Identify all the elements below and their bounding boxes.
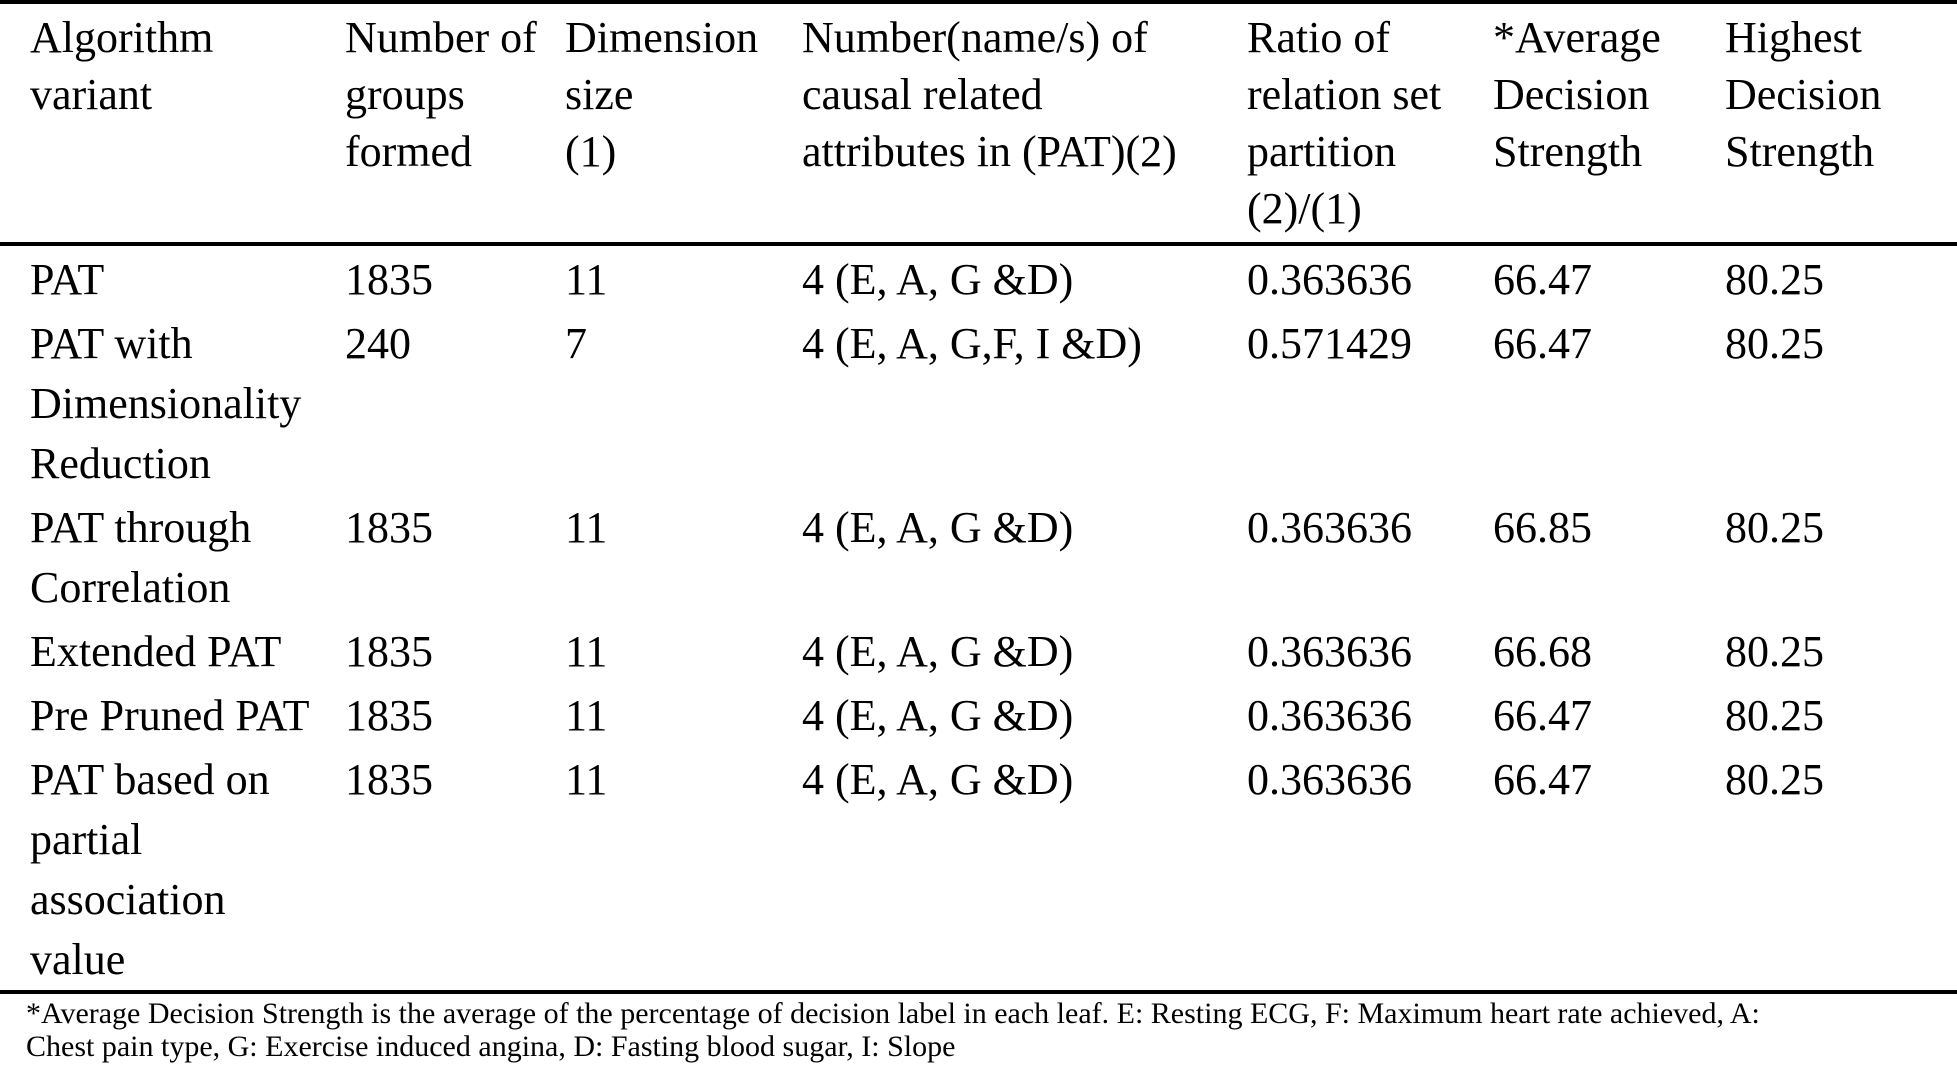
cell-variant: PAT with Dimensionality Reduction xyxy=(30,319,302,488)
cell-groups-formed: 1835 xyxy=(345,503,433,552)
cell-causal-attributes: 4 (E, A, G &D) xyxy=(802,627,1074,676)
table-row-pat-dimensionality-reduction: PAT with Dimensionality Reduction 240 7 … xyxy=(0,310,1957,494)
cell-variant: Pre Pruned PAT xyxy=(30,691,310,740)
cell-ratio: 0.363636 xyxy=(1247,627,1412,676)
table-row-pre-pruned-pat: Pre Pruned PAT 1835 11 4 (E, A, G &D) 0.… xyxy=(0,682,1957,746)
cell-causal-attributes: 4 (E, A, G,F, I &D) xyxy=(802,319,1142,368)
cell-groups-formed: 1835 xyxy=(345,627,433,676)
cell-causal-attributes: 4 (E, A, G &D) xyxy=(802,755,1074,804)
cell-causal-attributes: 4 (E, A, G &D) xyxy=(802,255,1074,304)
cell-variant: PAT xyxy=(30,255,105,304)
table-footnote: *Average Decision Strength is the averag… xyxy=(26,997,1760,1063)
cell-highest-decision-strength: 80.25 xyxy=(1725,319,1824,368)
column-header-algorithm-variant: Algorithm variant xyxy=(0,4,345,246)
header-row: Algorithm variant Number of groups forme… xyxy=(0,4,1957,246)
cell-dimension-size: 11 xyxy=(565,627,608,676)
cell-dimension-size: 11 xyxy=(565,255,608,304)
cell-causal-attributes: 4 (E, A, G &D) xyxy=(802,691,1074,740)
cell-groups-formed: 1835 xyxy=(345,255,433,304)
cell-dimension-size: 7 xyxy=(565,319,587,368)
column-header-groups-formed: Number of groups formed xyxy=(345,4,565,246)
column-header-dimension-size: Dimension size (1) xyxy=(565,4,802,246)
table-row-extended-pat: Extended PAT 1835 11 4 (E, A, G &D) 0.36… xyxy=(0,618,1957,682)
table-row-pat: PAT 1835 11 4 (E, A, G &D) 0.363636 66.4… xyxy=(0,244,1957,310)
table-row-pat-through-correlation: PAT through Correlation 1835 11 4 (E, A,… xyxy=(0,494,1957,618)
bottom-rule xyxy=(0,990,1957,994)
cell-highest-decision-strength: 80.25 xyxy=(1725,503,1824,552)
cell-highest-decision-strength: 80.25 xyxy=(1725,627,1824,676)
column-header-highest-decision-strength: Highest Decision Strength xyxy=(1725,4,1957,246)
cell-average-decision-strength: 66.68 xyxy=(1493,627,1592,676)
cell-average-decision-strength: 66.47 xyxy=(1493,255,1592,304)
cell-causal-attributes: 4 (E, A, G &D) xyxy=(802,503,1074,552)
cell-ratio: 0.363636 xyxy=(1247,255,1412,304)
cell-ratio: 0.363636 xyxy=(1247,691,1412,740)
cell-highest-decision-strength: 80.25 xyxy=(1725,691,1824,740)
cell-groups-formed: 1835 xyxy=(345,691,433,740)
column-header-causal-attributes: Number(name/s) of causal related attribu… xyxy=(802,4,1247,246)
results-table: Algorithm variant Number of groups forme… xyxy=(0,4,1957,990)
column-header-average-decision-strength: *Average Decision Strength xyxy=(1493,4,1725,246)
cell-groups-formed: 1835 xyxy=(345,755,433,804)
cell-highest-decision-strength: 80.25 xyxy=(1725,755,1824,804)
cell-groups-formed: 240 xyxy=(345,319,411,368)
table-row-pat-partial-association: PAT based on partial association value 1… xyxy=(0,746,1957,990)
cell-ratio: 0.363636 xyxy=(1247,503,1412,552)
cell-average-decision-strength: 66.47 xyxy=(1493,691,1592,740)
cell-average-decision-strength: 66.47 xyxy=(1493,319,1592,368)
cell-ratio: 0.571429 xyxy=(1247,319,1412,368)
cell-average-decision-strength: 66.47 xyxy=(1493,755,1592,804)
cell-average-decision-strength: 66.85 xyxy=(1493,503,1592,552)
top-rule xyxy=(0,0,1957,4)
cell-highest-decision-strength: 80.25 xyxy=(1725,255,1824,304)
cell-dimension-size: 11 xyxy=(565,691,608,740)
cell-dimension-size: 11 xyxy=(565,503,608,552)
cell-variant: PAT through Correlation xyxy=(30,503,252,612)
cell-dimension-size: 11 xyxy=(565,755,608,804)
column-header-ratio: Ratio of relation set partition (2)/(1) xyxy=(1247,4,1493,246)
cell-variant: PAT based on partial association value xyxy=(30,755,270,984)
cell-variant: Extended PAT xyxy=(30,627,282,676)
cell-ratio: 0.363636 xyxy=(1247,755,1412,804)
